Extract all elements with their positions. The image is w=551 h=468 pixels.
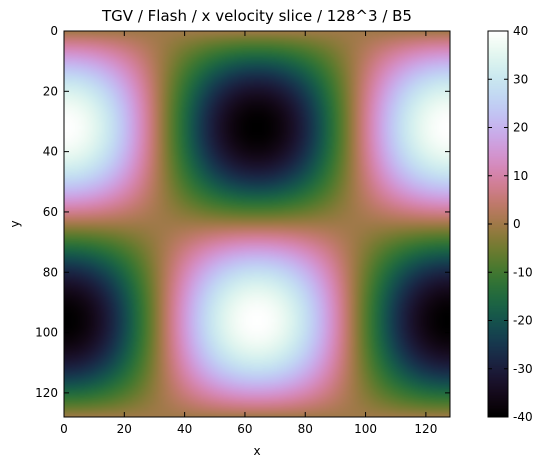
colorbar-tick-label: 30 xyxy=(513,72,528,86)
chart-title: TGV / Flash / x velocity slice / 128^3 /… xyxy=(101,7,412,25)
y-tick-label: 80 xyxy=(43,265,58,279)
heatmap-image xyxy=(64,31,450,417)
colorbar-tick-label: 0 xyxy=(513,217,521,231)
colorbar-tick-label: -40 xyxy=(513,410,533,424)
x-tick-label: 20 xyxy=(117,422,132,436)
y-tick-label: 40 xyxy=(43,145,58,159)
colorbar-tick-label: -30 xyxy=(513,362,533,376)
x-tick-label: 80 xyxy=(298,422,313,436)
colorbar-tick-label: -20 xyxy=(513,314,533,328)
colorbar-image xyxy=(488,31,508,417)
plot-frame xyxy=(63,30,451,418)
y-tick-label: 60 xyxy=(43,205,58,219)
x-tick-label: 120 xyxy=(414,422,437,436)
colorbar-tick-label: 20 xyxy=(513,121,528,135)
x-tick-label: 60 xyxy=(237,422,252,436)
colorbar-tick-label: 10 xyxy=(513,169,528,183)
y-tick-label: 120 xyxy=(35,386,58,400)
colorbar-tick-label: -10 xyxy=(513,265,533,279)
y-tick-label: 100 xyxy=(35,326,58,340)
x-axis: 0 20 40 60 80 100 120 xyxy=(60,31,437,436)
x-tick-label: 40 xyxy=(177,422,192,436)
colorbar-axis: 40 30 20 10 0 -10 -20 -30 -40 xyxy=(488,24,533,424)
x-axis-label: x xyxy=(253,444,260,458)
y-tick-label: 0 xyxy=(50,24,58,38)
y-axis: 0 20 40 60 80 100 120 xyxy=(35,24,450,400)
y-axis-label: y xyxy=(8,220,22,227)
y-tick-label: 20 xyxy=(43,84,58,98)
colorbar-tick-label: 40 xyxy=(513,24,528,38)
x-tick-label: 100 xyxy=(354,422,377,436)
x-tick-label: 0 xyxy=(60,422,68,436)
